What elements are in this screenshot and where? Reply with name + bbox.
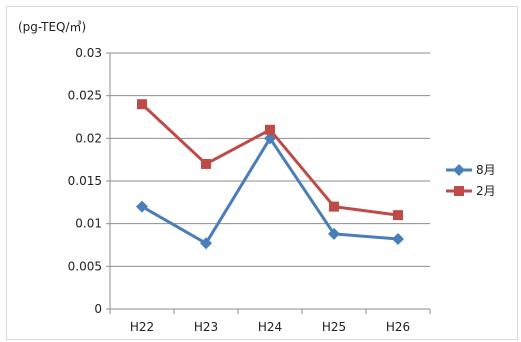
data-point bbox=[329, 201, 339, 212]
legend-label: 8月 bbox=[476, 163, 496, 177]
data-point bbox=[393, 210, 403, 221]
data-point bbox=[137, 99, 147, 110]
data-point bbox=[328, 227, 340, 240]
y-tick-label: 0.02 bbox=[75, 131, 102, 145]
legend-marker bbox=[454, 186, 464, 196]
y-tick-label: 0.01 bbox=[75, 217, 102, 231]
unit-label: (pg-TEQ/㎥) bbox=[18, 20, 86, 34]
x-tick-label: H26 bbox=[386, 320, 410, 334]
data-point bbox=[200, 237, 212, 250]
series-line-2 bbox=[140, 103, 399, 217]
x-tick-label: H24 bbox=[258, 320, 282, 334]
y-tick-label: 0.005 bbox=[68, 259, 102, 273]
x-axis-ticks: H22 H23 H24 H25 H26 bbox=[109, 309, 431, 334]
x-tick-label: H23 bbox=[194, 320, 218, 334]
y-axis-ticks: 0 0.005 0.01 0.015 0.02 0.025 0.03 bbox=[68, 46, 110, 316]
x-tick-label: H25 bbox=[322, 320, 346, 334]
x-tick-label: H22 bbox=[130, 320, 154, 334]
series-group bbox=[136, 99, 404, 250]
y-tick-label: 0.025 bbox=[68, 89, 102, 103]
y-tick-label: 0.03 bbox=[75, 46, 102, 60]
data-point bbox=[136, 200, 148, 213]
y-tick-label: 0.015 bbox=[68, 174, 102, 188]
legend-marker bbox=[453, 164, 465, 176]
legend: 8月 2月 bbox=[446, 163, 496, 198]
data-point bbox=[392, 233, 404, 246]
data-point bbox=[265, 124, 275, 135]
y-tick-label: 0 bbox=[94, 302, 102, 316]
series-line-1 bbox=[141, 136, 399, 245]
grid-lines bbox=[109, 52, 430, 310]
chart-frame bbox=[6, 6, 518, 340]
data-point bbox=[201, 158, 211, 169]
legend-label: 2月 bbox=[476, 184, 496, 198]
